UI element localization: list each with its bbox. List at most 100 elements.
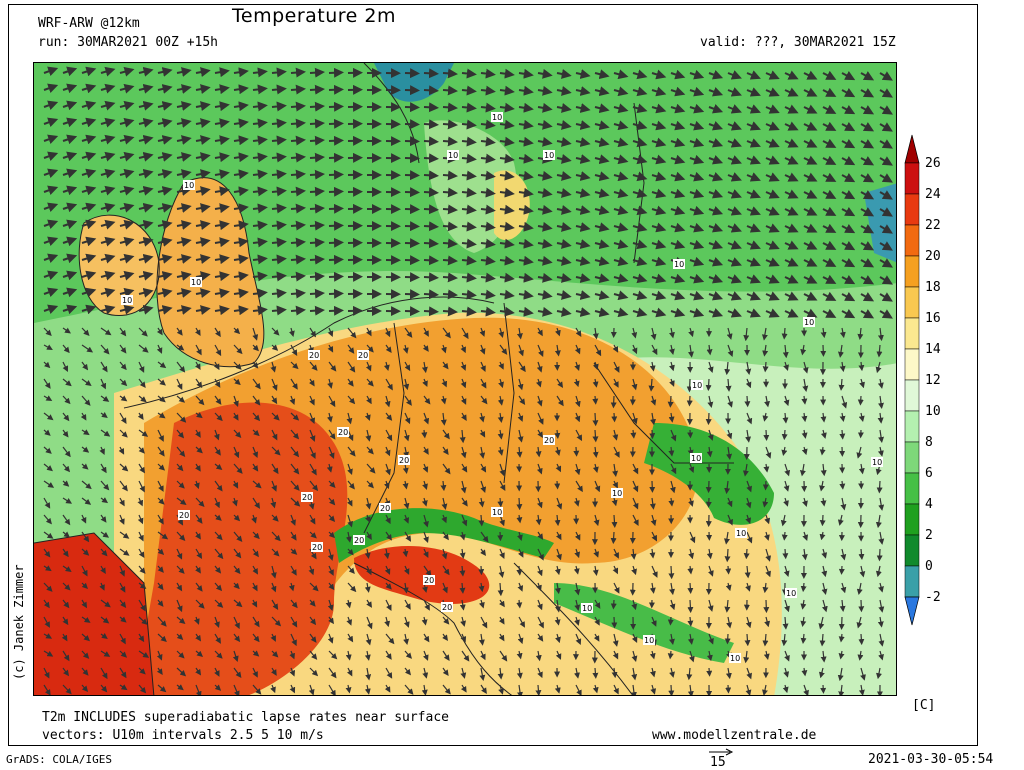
wind-arrow [804,396,805,402]
wind-arrow [272,310,283,311]
wind-arrow [879,481,880,491]
wind-arrow [329,294,340,295]
wind-arrow [481,277,492,278]
wind-arrow [481,260,492,261]
wind-arrow [253,191,264,192]
wind-arrow [576,447,577,454]
wind-arrow [424,209,435,210]
wind-arrow [822,447,823,453]
wind-arrow [670,651,671,657]
contour-label: 20 [399,456,409,465]
wind-arrow [861,362,862,369]
wind-arrow [519,498,520,508]
contour-label: 20 [338,428,348,437]
wind-arrow [310,208,321,209]
wind-arrow [462,175,473,176]
wind-arrow [481,311,492,312]
wind-arrow [310,242,321,243]
wind-arrow [651,379,652,389]
wind-arrow [690,379,691,390]
wind-arrow [709,413,710,423]
wind-arrow [291,72,302,73]
wind-arrow [291,276,302,277]
contour-label: 10 [612,489,622,498]
wind-arrow [443,311,454,312]
wind-arrow [329,124,340,125]
wind-arrow [462,243,473,244]
wind-arrow [443,141,454,142]
wind-arrow [424,430,425,436]
wind-arrow [443,175,454,176]
wind-arrow [462,192,473,193]
wind-arrow [310,293,321,294]
wind-arrow [253,140,264,141]
wind-arrow [727,549,728,560]
wind-arrow [424,243,435,244]
wind-arrow [595,396,596,402]
wind-arrow [614,600,615,607]
wind-arrow [329,260,340,261]
wind-arrow [481,158,492,159]
wind-arrow [253,174,264,175]
wind-arrow [443,192,454,193]
wind-arrow [424,107,435,108]
wind-arrow [424,294,435,295]
footer-note-2: vectors: U10m intervals 2.5 5 10 m/s [42,729,324,743]
wind-arrow [291,310,302,311]
wind-arrow [443,294,454,295]
valid-label: valid: ???, 30MAR2021 15Z [700,36,896,50]
wind-arrow [519,600,520,606]
wind-arrow [253,123,264,124]
wind-arrow [670,396,671,405]
wind-arrow [462,73,473,74]
wind-arrow [861,634,862,643]
wind-arrow [272,140,283,141]
wind-arrow [443,277,454,278]
footer-note-1: T2m INCLUDES superadiabatic lapse rates … [42,711,449,725]
wind-arrow [291,191,302,192]
wind-arrow [481,107,492,108]
wind-arrow [462,124,473,125]
wind-arrow [803,583,804,590]
wind-arrow [784,532,785,538]
wind-arrow [291,259,302,260]
contour-label: 10 [492,113,502,122]
wind-arrow [671,685,672,694]
wind-arrow [671,447,672,454]
wind-arrow [462,583,463,592]
wind-arrow [690,600,691,611]
contour-label: 10 [184,181,194,190]
wind-arrow [443,209,454,210]
contour-label: 10 [492,508,502,517]
wind-arrow [329,175,340,176]
wind-arrow [671,617,672,623]
wind-arrow [272,242,283,243]
wind-arrow [519,566,520,573]
contour-label: 10 [730,654,740,663]
wind-arrow [329,90,340,91]
wind-arrow [481,243,492,244]
wind-arrow [291,208,302,209]
wind-arrow [785,413,786,421]
wind-arrow [329,243,340,244]
wind-arrow [614,413,615,420]
wind-arrow [613,532,614,542]
wind-arrow [253,293,264,294]
wind-arrow [481,515,482,524]
wind-arrow [614,396,615,406]
wind-arrow [671,566,672,577]
contour-label: 20 [312,543,322,552]
contour-label: 10 [448,151,458,160]
wind-arrow [424,73,435,74]
wind-arrow [310,310,321,311]
run-label: run: 30MAR2021 00Z +15h [38,36,218,50]
wind-arrow [671,498,672,504]
wind-arrow [462,141,473,142]
wind-arrow [462,158,473,159]
wind-arrow [424,260,435,261]
wind-arrow [424,226,435,227]
wind-arrow [690,583,691,592]
wind-arrow [785,617,786,627]
wind-arrow [746,549,747,557]
